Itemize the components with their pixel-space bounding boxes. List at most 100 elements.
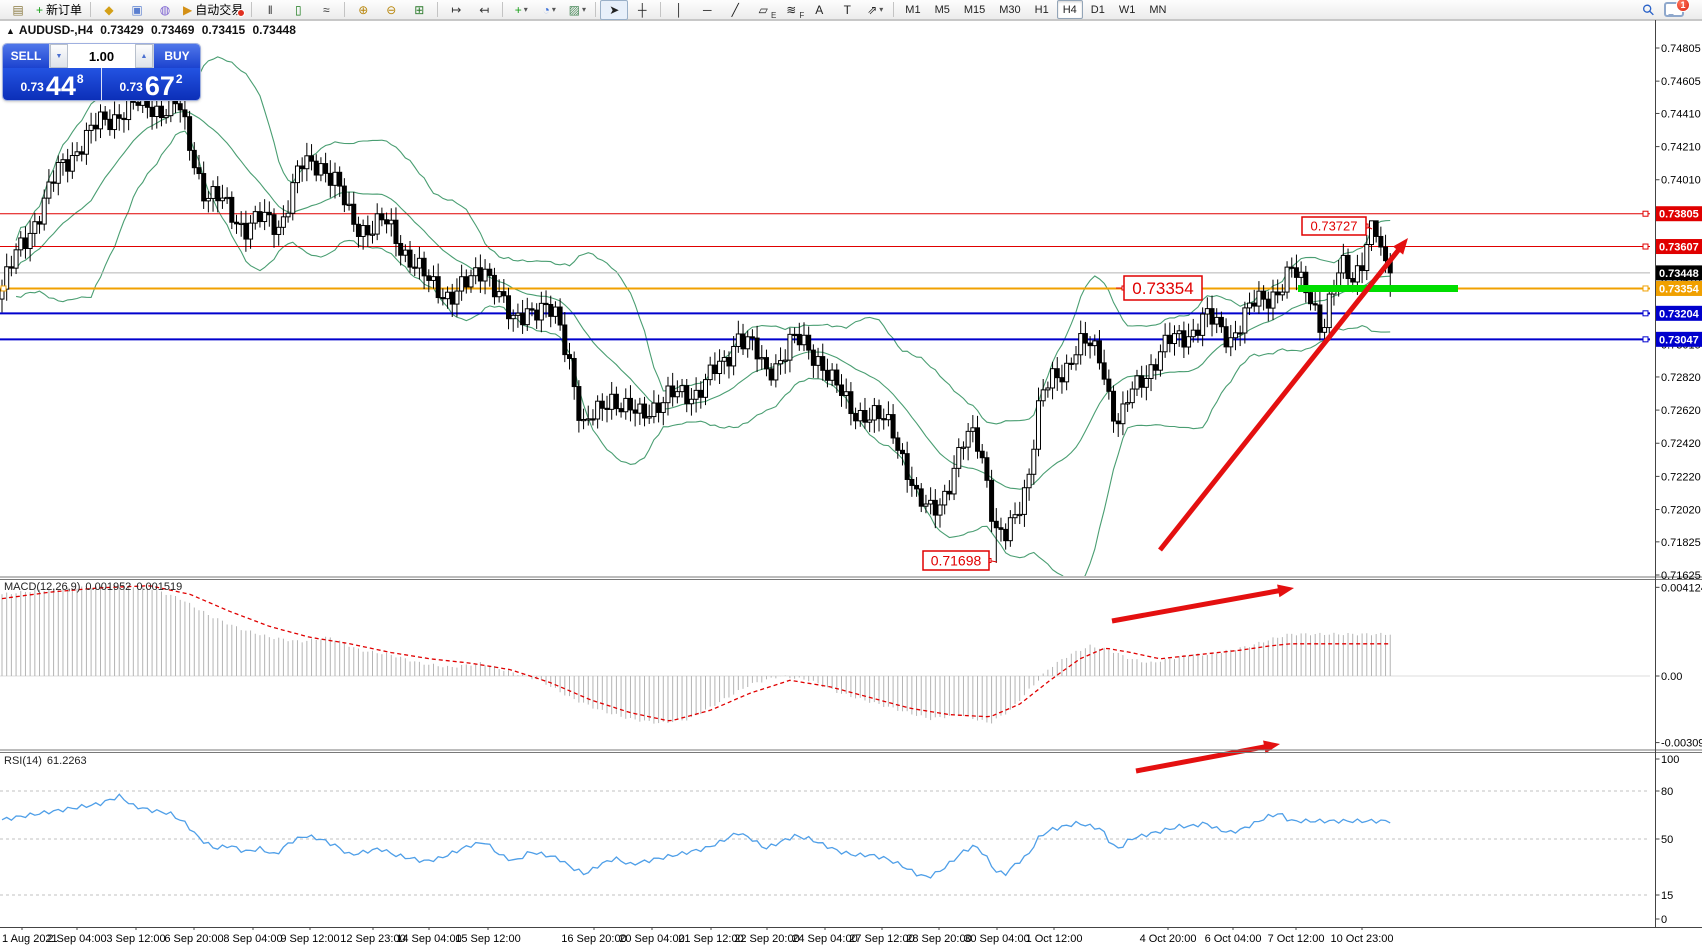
macd-indicator-label: MACD(12,26,9) 0.001952 0.001519 — [4, 581, 187, 593]
trendline-button[interactable]: ╱ — [721, 0, 749, 20]
buy-button[interactable]: BUY — [154, 44, 200, 68]
trend-arrow[interactable] — [1111, 584, 1294, 624]
trend-arrow[interactable] — [1158, 238, 1408, 552]
candle-chart-icon[interactable]: ▯ — [284, 0, 312, 20]
macd-panel[interactable] — [0, 585, 1650, 724]
trend-arrow[interactable] — [1135, 740, 1280, 774]
timeframe-h1[interactable]: H1 — [1034, 3, 1049, 16]
auto-scroll-icon[interactable]: ↦ — [442, 0, 470, 20]
high-annotation[interactable]: 0.73727 — [1301, 216, 1373, 236]
svg-text:0.73204: 0.73204 — [1659, 308, 1700, 320]
zoom-out-icon[interactable]: ⊖ — [377, 0, 405, 20]
level-annotation[interactable]: 0.73354 — [1116, 275, 1203, 301]
timeframe-m1[interactable]: M1 — [905, 3, 921, 16]
symbol-period-label: AUDUSD-,H4 — [18, 23, 93, 37]
label-icon: T — [843, 2, 851, 17]
buy-price-button[interactable]: 0.73 67 2 — [102, 68, 200, 100]
svg-text:0.73727: 0.73727 — [1311, 219, 1358, 234]
cursor-button[interactable]: ➤ — [600, 0, 629, 20]
price-axis-label: 0.72620 — [1661, 405, 1701, 417]
metaeditor-icon[interactable]: ◆ — [95, 0, 123, 20]
timeframe-m5[interactable]: M5 — [934, 3, 950, 16]
time-axis-label: 8 Sep 04:00 — [223, 933, 282, 945]
toolbar-separator — [437, 2, 439, 17]
autotrading-button-label: 自动交易 — [195, 3, 244, 17]
time-axis-label: 1 Oct 12:00 — [1026, 933, 1083, 945]
tile-windows-icon[interactable]: ⊞ — [405, 0, 433, 20]
timeframe-d1[interactable]: D1 — [1090, 3, 1105, 16]
text-button[interactable]: A — [805, 0, 833, 20]
axes — [0, 20, 1702, 928]
price-axis-label: 0.004124 — [1661, 582, 1702, 594]
line-chart-icon[interactable]: ≈ — [312, 0, 340, 20]
toolbar-separator — [502, 2, 504, 17]
toolbar-separator — [90, 2, 92, 17]
toolbar-separator — [893, 2, 895, 17]
bar-chart-icon[interactable]: ǁ — [256, 0, 284, 20]
svg-text:0.73805: 0.73805 — [1659, 209, 1699, 221]
crosshair-button[interactable]: ┼ — [628, 0, 656, 20]
chat-icon[interactable]: 1 — [1664, 0, 1690, 17]
ohlc-open: 0.73429 — [100, 23, 144, 37]
price-tag-0.73805 — [1656, 206, 1702, 222]
sell-button[interactable]: SELL — [3, 44, 49, 68]
shapes-button[interactable]: ⇗ ▾ — [861, 0, 889, 20]
macd-value-main: 0.001952 — [85, 581, 132, 593]
chevron-down-icon: ▾ — [523, 5, 528, 14]
template-button[interactable]: ▨ ▾ — [563, 0, 591, 20]
time-axis-label: 3 Sep 12:00 — [106, 933, 165, 945]
chevron-down-icon: ▾ — [581, 5, 586, 14]
time-axis-label: 9 Sep 12:00 — [280, 933, 339, 945]
timeframe-w1[interactable]: W1 — [1118, 3, 1136, 16]
zoom-in-icon[interactable]: ⊕ — [349, 0, 377, 20]
toolbar-separator — [344, 2, 346, 17]
price-axis-label: 0.74805 — [1661, 43, 1701, 55]
time-axis-label: 16 Sep 20:00 — [561, 933, 626, 945]
new-order-button[interactable]: + 新订单 — [32, 0, 86, 20]
autotrading-button[interactable]: ▶ 自动交易 — [179, 0, 247, 20]
channel-button[interactable]: ▱ E — [749, 0, 777, 20]
timeframe-m15[interactable]: M15 — [963, 3, 986, 16]
signals-icon[interactable]: ◍ — [151, 0, 179, 20]
svg-text:0.73354: 0.73354 — [1132, 279, 1193, 298]
auto-scroll-icon: ↦ — [451, 2, 462, 17]
low-annotation[interactable]: 0.71698 — [922, 550, 998, 571]
time-axis-label: 6 Oct 04:00 — [1205, 933, 1262, 945]
volume-decrease-button[interactable]: ▼ — [50, 44, 68, 68]
timeframe-m30[interactable]: M30 — [999, 3, 1021, 16]
price-tag-0.73607 — [1656, 239, 1702, 255]
indicators-button[interactable]: + ▾ — [507, 0, 535, 20]
timeframe-h4[interactable]: H4 — [1056, 0, 1083, 19]
vertical-line-button[interactable]: │ — [665, 0, 693, 20]
chart-shift-icon[interactable]: ↤ — [470, 0, 498, 20]
crosshair-icon: ┼ — [638, 2, 647, 17]
candlestick-series — [0, 83, 1393, 563]
metaeditor-icon: ◆ — [104, 2, 114, 17]
chart-expander-icon[interactable]: ▲ — [6, 26, 15, 36]
time-axis-label: 6 Sep 20:00 — [164, 933, 223, 945]
volume-increase-button[interactable]: ▲ — [135, 44, 153, 68]
search-icon[interactable]: ⚲ — [1638, 0, 1659, 20]
strategy-tester-icon[interactable]: ▣ — [123, 0, 151, 20]
time-axis-label: 21 Sep 12:00 — [678, 933, 743, 945]
price-tag-0.73047 — [1656, 331, 1702, 347]
label-button[interactable]: T — [833, 0, 861, 20]
fibonacci-button[interactable]: ≋ F — [777, 0, 805, 20]
periods-button[interactable]: ◔ ▾ — [535, 0, 563, 20]
timeframe-mn[interactable]: MN — [1149, 3, 1167, 16]
strategy-tester-icon: ▣ — [131, 2, 143, 17]
new-order-button-label: 新订单 — [46, 3, 83, 17]
autotrading-icon: ▶ — [183, 2, 193, 17]
charts-window-icon[interactable]: ▤ — [4, 0, 32, 20]
rsi-panel[interactable] — [0, 790, 1650, 896]
time-axis-label: 12 Sep 23:00 — [340, 933, 405, 945]
sell-price-button[interactable]: 0.73 44 8 — [3, 68, 102, 100]
time-axis-label: 27 Sep 12:00 — [849, 933, 914, 945]
price-tags: 0.73805 0.73607 0.73448 0.73354 0.73204 0.730… — [1656, 206, 1702, 347]
horizontal-line-button[interactable]: ─ — [693, 0, 721, 20]
volume-input[interactable]: 1.00 — [88, 48, 115, 64]
buy-price-big: 67 — [144, 71, 175, 100]
signals-icon: ◍ — [159, 2, 171, 17]
